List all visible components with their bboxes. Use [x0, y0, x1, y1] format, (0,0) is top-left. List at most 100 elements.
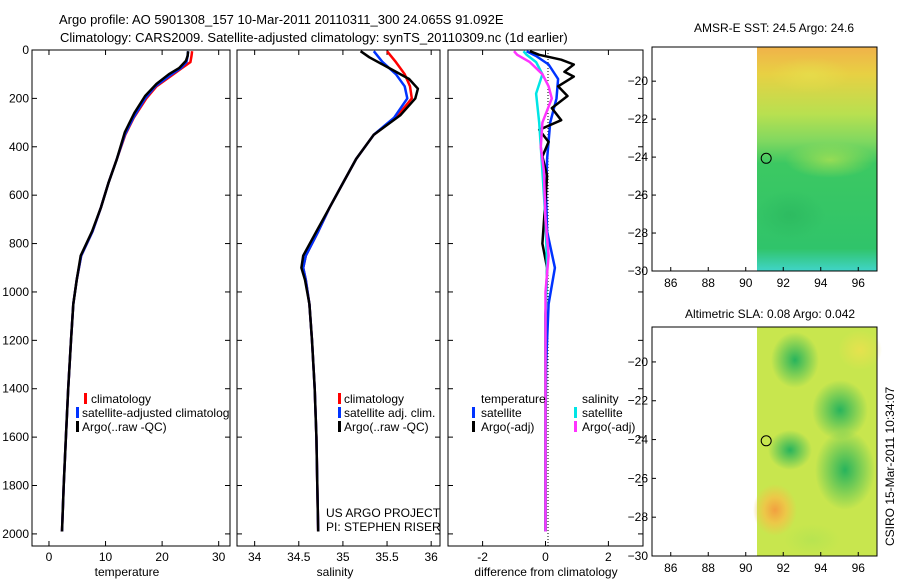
sla-high-patch-1 [838, 330, 882, 370]
salinity-xlabel: salinity [317, 565, 354, 579]
sla-low-patch-4 [768, 430, 812, 470]
legend-swatch-temp-satellite [472, 407, 475, 418]
sst-warm-patch [770, 57, 850, 93]
map-x-tick-label: 96 [852, 561, 866, 575]
y-tick-label: 1000 [2, 285, 29, 299]
y-tick-label: 1200 [2, 333, 29, 347]
sst-map-ticks: 86 88 90 92 94 96 −20 −22 −24 −26 −28 −30 [628, 74, 866, 290]
x-tick-label: 0 [46, 550, 53, 564]
map-x-tick-label: 94 [814, 561, 828, 575]
sst-map-frame [651, 46, 878, 272]
legend-label-temp-argo: Argo(-adj) [481, 420, 534, 434]
x-tick-label: 2 [605, 550, 612, 564]
legend-label-argo: Argo(..raw -QC) [344, 420, 429, 434]
sla-map-title: Altimetric SLA: 0.08 Argo: 0.042 [685, 307, 855, 321]
sla-argo-position-marker [760, 435, 772, 447]
map-x-tick-label: 86 [664, 561, 678, 575]
legend-label-climatology: climatology [344, 392, 404, 406]
map-y-tick-label: −30 [628, 264, 649, 278]
side-timestamp-label: CSIRO 15-Mar-2011 10:34:07 [883, 386, 897, 546]
temperature-lines [60, 51, 194, 532]
temperature-axes-frame [31, 49, 231, 547]
sla-map-ticks: 86 88 90 92 94 96 −20 −22 −24 −26 −28 −30 [628, 355, 866, 575]
difference-legend: temperature salinity satellite Argo(-adj… [472, 392, 635, 434]
map-x-tick-label: 86 [664, 276, 678, 290]
sst-map-title: AMSR-E SST: 24.5 Argo: 24.6 [694, 21, 854, 35]
legend-label-temp-satellite: satellite [481, 406, 522, 420]
sla-map-panel: Altimetric SLA: 0.08 Argo: 0.042 86 88 90 9… [628, 307, 882, 575]
legend-label-sal-argo: Argo(-adj) [582, 420, 635, 434]
difference-panel: -2 0 2 difference from climatology tempera… [447, 49, 644, 579]
legend-swatch-sal-satellite [574, 407, 577, 418]
map-x-tick-label: 90 [739, 276, 753, 290]
difference-lines [513, 50, 576, 532]
title-line-2: Climatology: CARS2009. Satellite-adjuste… [60, 30, 568, 45]
sst-cool-patch [755, 190, 825, 240]
y-tick-label: 400 [9, 140, 29, 154]
map-x-tick-label: 94 [814, 276, 828, 290]
series-line-argo-raw-qc- [60, 51, 190, 532]
annotation-pi: PI: STEPHEN RISER [326, 520, 441, 534]
y-tick-label: 800 [9, 237, 29, 251]
x-tick-label: 35.5 [375, 550, 399, 564]
legend-swatch-argo [338, 421, 341, 432]
map-y-tick-label: −28 [628, 226, 649, 240]
series-line-climatology [60, 51, 194, 532]
x-tick-label: 35 [336, 550, 350, 564]
y-tick-label: 600 [9, 188, 29, 202]
sla-low-patch-2 [812, 380, 868, 440]
y-tick-label: 1800 [2, 479, 29, 493]
legend-label-satellite-adj: satellite adj. clim. [344, 406, 435, 420]
legend-swatch-sal-argo [574, 421, 577, 432]
sst-argo-position-marker [760, 152, 772, 164]
salinity-ticks: 34 34.5 35 35.5 36 [237, 49, 440, 564]
map-y-tick-label: −30 [628, 549, 649, 563]
legend-swatch-argo [76, 421, 79, 432]
x-tick-label: 0 [542, 550, 549, 564]
annotation-project: US ARGO PROJECT [326, 506, 441, 520]
x-tick-label: 20 [155, 550, 169, 564]
legend-label-satellite-adjusted: satellite-adjusted climatolog [82, 406, 229, 420]
salinity-axes-frame [236, 49, 441, 547]
map-y-tick-label: −22 [628, 112, 649, 126]
x-tick-label: 34.5 [287, 550, 311, 564]
map-x-tick-label: 88 [702, 561, 716, 575]
map-y-tick-label: −28 [628, 510, 649, 524]
map-x-tick-label: 90 [739, 561, 753, 575]
temperature-ticks: 0 10 20 30 0 200 400 600 800 1000 1200 1400 1600 1800… [2, 43, 230, 564]
sst-map-panel: AMSR-E SST: 24.5 Argo: 24.6 86 88 90 92 94 96… [628, 21, 878, 290]
x-tick-label: 36 [424, 550, 438, 564]
map-x-tick-label: 92 [777, 276, 791, 290]
temperature-legend: climatology satellite-adjusted climatolo… [76, 392, 229, 434]
salinity-lines [300, 50, 420, 532]
y-tick-label: 2000 [2, 527, 29, 541]
legend-label-sal-satellite: satellite [582, 406, 623, 420]
temperature-xlabel: temperature [95, 565, 160, 579]
map-y-tick-label: −22 [628, 394, 649, 408]
x-tick-label: -2 [477, 550, 488, 564]
sla-low-patch-1 [771, 332, 819, 388]
series-line-climatology [301, 50, 414, 532]
map-y-tick-label: −20 [628, 355, 649, 369]
x-tick-label: 34 [248, 550, 262, 564]
sla-map-frame [651, 326, 878, 557]
title-line-1: Argo profile: AO 5901308_157 10-Mar-2011… [59, 12, 504, 27]
x-tick-label: 30 [212, 550, 226, 564]
y-tick-label: 1600 [2, 430, 29, 444]
salinity-legend: climatology satellite adj. clim. Argo(..… [338, 392, 435, 434]
legend-label-argo: Argo(..raw -QC) [82, 420, 167, 434]
difference-ticks: -2 0 2 [448, 49, 643, 564]
map-y-tick-label: −24 [628, 150, 649, 164]
sla-low-patch-3 [815, 430, 875, 510]
series-line-satellite-adj-clim- [301, 50, 409, 532]
salinity-panel: 34 34.5 35 35.5 36 salinity climatology sate… [236, 49, 441, 579]
y-tick-label: 1400 [2, 382, 29, 396]
legend-swatch-climatology [338, 393, 341, 404]
map-y-tick-label: −26 [628, 471, 649, 485]
difference-xlabel: difference from climatology [474, 565, 617, 579]
legend-label-climatology: climatology [91, 392, 151, 406]
map-x-tick-label: 92 [777, 561, 791, 575]
map-y-tick-label: −24 [628, 433, 649, 447]
temperature-panel: 0 10 20 30 0 200 400 600 800 1000 1200 1400 1600 1800… [2, 43, 231, 579]
